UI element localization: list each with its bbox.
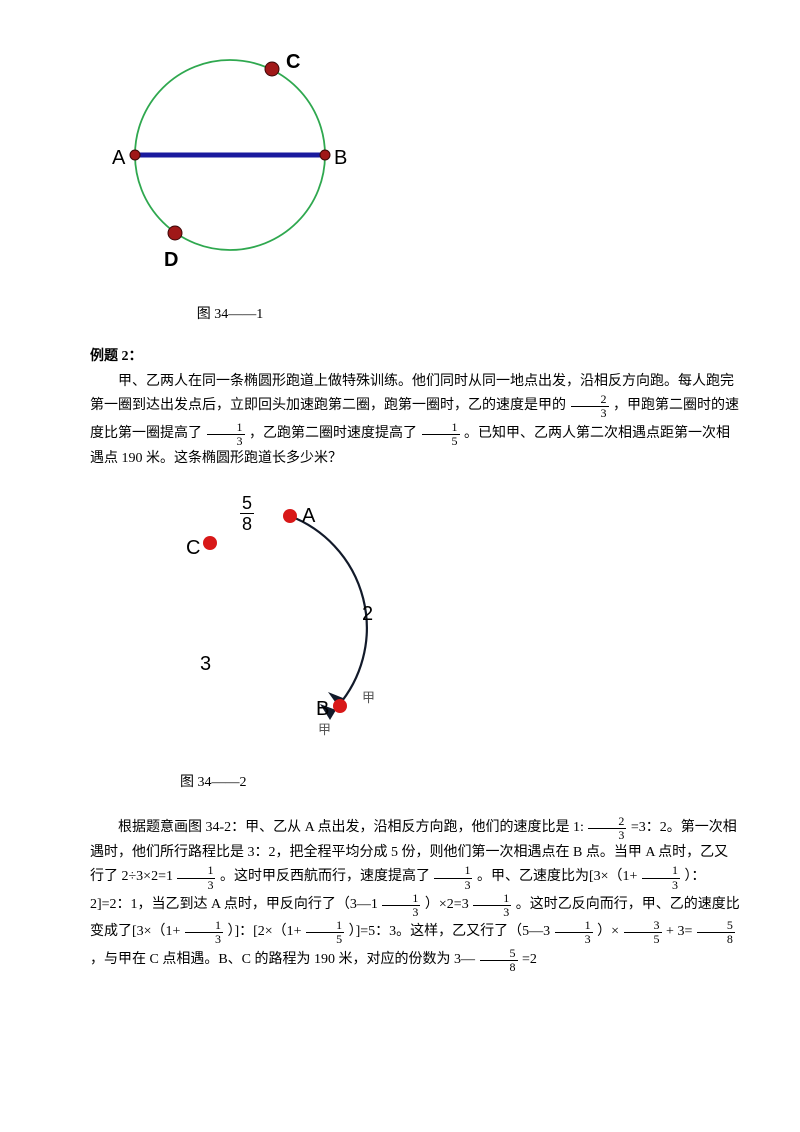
frac: 35 <box>624 919 662 946</box>
sym-jia-2: 甲 <box>318 720 331 741</box>
text: 。这时甲反西航而行，速度提高了 <box>220 869 430 884</box>
dot-b <box>320 150 330 160</box>
frac: 13 <box>642 864 680 891</box>
label-b: B <box>334 142 347 174</box>
diagram-2-container: 5 8 A C 2 3 B 甲 甲 图 34——2 <box>90 488 740 794</box>
text: ）×2=3 <box>425 897 469 912</box>
frac: 13 <box>434 864 472 891</box>
frac-1-3: 13 <box>207 421 245 448</box>
label-c: C <box>286 46 300 78</box>
example-2-title: 例题 2： <box>90 346 740 368</box>
label-c2: C <box>186 532 200 564</box>
diagram-2-caption: 图 34——2 <box>140 772 470 794</box>
frac: 13 <box>473 892 511 919</box>
diagram-2: 5 8 A C 2 3 B 甲 甲 <box>140 488 430 768</box>
frac-1-5: 15 <box>422 421 460 448</box>
diagram-2-svg <box>140 488 430 738</box>
example-2-text: 甲、乙两人在同一条椭圆形跑道上做特殊训练。他们同时从同一地点出发，沿相反方向跑。… <box>90 371 740 471</box>
frac: 13 <box>177 864 215 891</box>
text: =2 <box>522 951 537 966</box>
label-a2: A <box>302 500 315 532</box>
diagram-1-caption: 图 34——1 <box>100 304 360 326</box>
frac-5-8: 5 8 <box>240 494 254 533</box>
text: ，与甲在 C 点相遇。B、C 的路程为 190 米，对应的份数为 3— <box>90 951 475 966</box>
dot-d <box>168 226 182 240</box>
dot-a2 <box>283 509 297 523</box>
frac-2-3: 23 <box>571 393 609 420</box>
label-a: A <box>112 142 125 174</box>
text: ，乙跑第二圈时速度提高了 <box>249 425 417 440</box>
frac: 58 <box>480 947 518 974</box>
frac: 23 <box>588 815 626 842</box>
diagram-1-container: A B C D 图 34——1 <box>90 40 740 326</box>
frac: 13 <box>382 892 420 919</box>
text: ）]：[2×（1+ <box>227 924 301 939</box>
dot-c <box>265 62 279 76</box>
sym-jia-1: 甲 <box>362 688 375 709</box>
text: 根据题意画图 34-2：甲、乙从 A 点出发，沿相反方向跑，他们的速度比是 1: <box>118 820 584 835</box>
solution-text: 根据题意画图 34-2：甲、乙从 A 点出发，沿相反方向跑，他们的速度比是 1:… <box>90 815 740 974</box>
text: ）]=5：3。这样，乙又行了（5—3 <box>349 924 551 939</box>
label-3: 3 <box>200 648 211 680</box>
label-2: 2 <box>362 598 373 630</box>
text: + 3= <box>666 924 692 939</box>
label-d: D <box>164 244 178 276</box>
text: ）× <box>597 924 619 939</box>
text: 。甲、乙速度比为[3×（1+ <box>477 869 637 884</box>
dot-a <box>130 150 140 160</box>
frac: 58 <box>697 919 735 946</box>
frac: 13 <box>185 919 223 946</box>
dot-b2 <box>333 699 347 713</box>
diagram-1-svg <box>100 40 360 270</box>
dot-c2 <box>203 536 217 550</box>
arc-ab <box>290 516 367 706</box>
frac: 13 <box>555 919 593 946</box>
diagram-1: A B C D <box>100 40 360 300</box>
frac: 15 <box>306 919 344 946</box>
